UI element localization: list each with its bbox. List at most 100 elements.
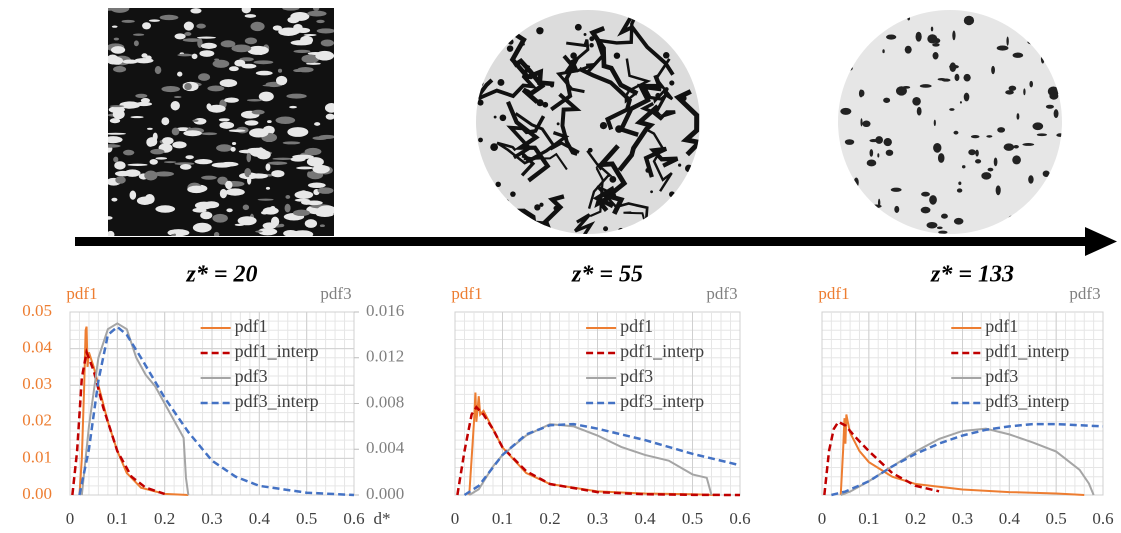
texture (1045, 104, 1054, 109)
texture (284, 203, 291, 213)
texture (312, 136, 328, 140)
texture (615, 125, 623, 133)
texture (968, 149, 976, 156)
texture (624, 58, 652, 104)
y-tick-label: 0.03 (22, 374, 52, 393)
texture (996, 45, 1009, 51)
texture (241, 63, 257, 69)
texture (578, 66, 633, 131)
texture (286, 93, 307, 99)
texture (108, 216, 113, 220)
x-tick-label: 0.4 (249, 509, 271, 528)
texture (510, 191, 516, 197)
texture (320, 39, 334, 47)
texture (200, 211, 213, 220)
texture (932, 52, 939, 60)
texture (122, 59, 139, 64)
texture (949, 108, 955, 111)
texture (154, 66, 162, 75)
texture (304, 147, 322, 156)
texture (108, 144, 121, 148)
texture (324, 103, 334, 113)
texture (267, 120, 272, 124)
x-tick-label: 0 (451, 509, 460, 528)
texture (512, 58, 546, 104)
texture (954, 73, 960, 82)
texture (108, 136, 123, 144)
texture (650, 190, 653, 194)
texture (952, 30, 956, 41)
texture (895, 86, 907, 96)
texture (212, 213, 228, 223)
texture (514, 112, 580, 154)
texture (678, 163, 682, 167)
x-tick-label: 0.5 (1046, 509, 1067, 528)
texture (219, 121, 235, 129)
texture (275, 75, 288, 86)
y-tick-label: 0.00 (22, 484, 52, 503)
texture (267, 161, 288, 165)
texture (949, 64, 959, 69)
legend-label: pdf1 (620, 316, 653, 336)
texture (187, 185, 206, 194)
texture (490, 143, 499, 151)
texture (555, 62, 596, 94)
texture (536, 99, 544, 107)
texture (292, 209, 311, 217)
y-axis-title: pdf1 (818, 284, 849, 303)
texture (981, 172, 992, 180)
texture (645, 167, 651, 173)
texture (112, 109, 125, 120)
texture (866, 159, 877, 167)
texture (271, 170, 285, 178)
texture (307, 182, 326, 189)
texture (127, 163, 148, 166)
texture (915, 31, 922, 42)
texture (963, 92, 970, 102)
texture (525, 89, 530, 94)
texture (609, 175, 617, 183)
texture (113, 156, 119, 163)
y2-tick-label: 0.016 (366, 301, 404, 320)
texture (506, 100, 551, 183)
texture (307, 10, 327, 17)
texture (886, 34, 897, 40)
series-line (823, 420, 940, 496)
texture (303, 33, 317, 37)
texture (301, 54, 320, 64)
texture (262, 84, 282, 87)
texture (145, 55, 152, 61)
texture (265, 163, 271, 171)
texture (148, 19, 160, 22)
texture (599, 122, 608, 130)
texture (108, 230, 115, 236)
legend-label: pdf3 (985, 366, 1018, 386)
x-tick-label: 0.5 (682, 509, 703, 528)
y2-axis-title: pdf3 (706, 284, 737, 303)
series-line (78, 325, 355, 497)
x-tick-label: 0.3 (201, 509, 222, 528)
texture (933, 38, 941, 44)
photo-3 (838, 10, 1062, 234)
texture (174, 33, 186, 40)
texture (224, 97, 239, 103)
texture (140, 98, 150, 103)
texture (190, 8, 202, 14)
texture (265, 186, 271, 190)
texture (154, 171, 175, 177)
arrow-head (1085, 227, 1117, 256)
texture (183, 130, 202, 137)
texture (477, 64, 538, 101)
legend-label: pdf1_interp (985, 341, 1069, 361)
texture (476, 78, 494, 139)
texture (877, 153, 880, 158)
texture (995, 185, 1001, 196)
series-line (78, 326, 189, 496)
x-tick-label: 0.1 (492, 509, 513, 528)
texture (290, 11, 310, 21)
texture (171, 233, 177, 236)
texture (997, 127, 1006, 133)
texture (304, 219, 318, 228)
texture (230, 146, 236, 152)
texture (216, 144, 233, 152)
